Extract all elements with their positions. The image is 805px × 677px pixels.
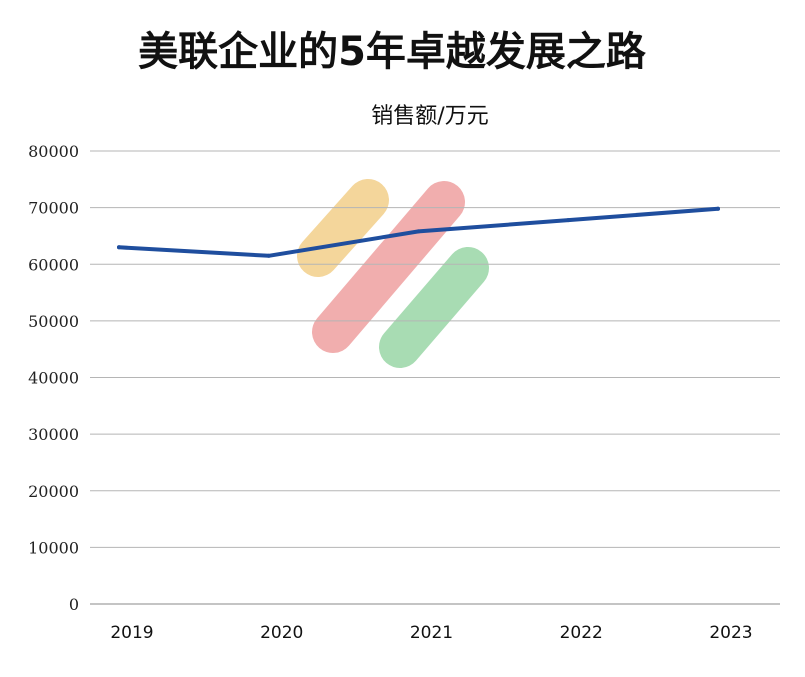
x-tick-label: 2022: [560, 623, 603, 643]
x-tick-label: 2020: [260, 623, 303, 643]
data-point: [716, 206, 720, 211]
unit-label: 销售额/万元: [371, 104, 488, 129]
data-point: [266, 253, 271, 258]
y-tick-label: 50000: [28, 312, 79, 331]
y-tick-label: 40000: [28, 369, 79, 388]
deco-stroke-green: [379, 247, 489, 368]
x-tick-label: 2021: [410, 623, 453, 643]
data-point: [117, 245, 121, 250]
y-tick-label: 80000: [28, 142, 79, 161]
y-tick-label: 70000: [28, 199, 79, 218]
y-tick-label: 60000: [28, 255, 79, 274]
deco-stroke-red: [312, 181, 465, 353]
x-tick-label: 2023: [709, 623, 752, 643]
x-axis: 2019 2020 2021 2022 2023: [110, 623, 752, 643]
gridlines: [90, 150, 780, 605]
y-tick-label: 10000: [28, 538, 79, 557]
data-point: [566, 218, 571, 223]
y-tick-label: 30000: [28, 425, 79, 444]
decorative-brush-strokes: [297, 179, 489, 368]
y-tick-label: 0: [69, 595, 79, 614]
x-tick-label: 2019: [110, 623, 153, 643]
y-axis: 0 10000 20000 30000 40000 50000 60000 70000 8000…: [28, 142, 79, 614]
chart-title: 美联企业的5年卓越发展之路: [138, 29, 647, 75]
data-point: [416, 229, 421, 234]
y-tick-label: 20000: [28, 482, 79, 501]
series-layer: [117, 206, 720, 258]
